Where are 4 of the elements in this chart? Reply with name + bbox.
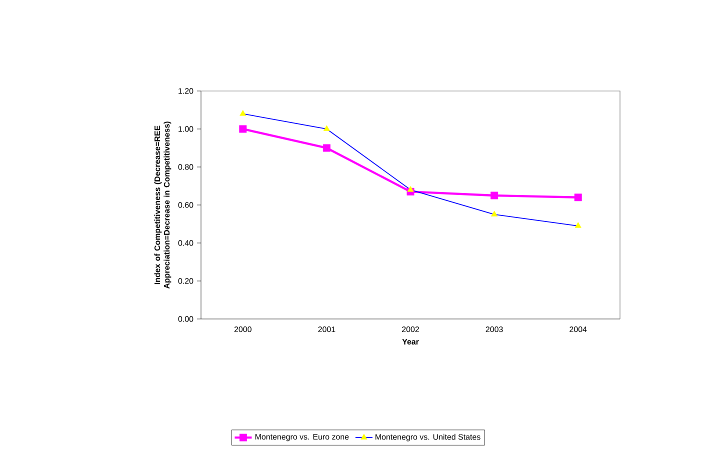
point: [239, 125, 247, 133]
point: [490, 192, 498, 200]
point: [574, 194, 582, 202]
point: [322, 144, 330, 152]
